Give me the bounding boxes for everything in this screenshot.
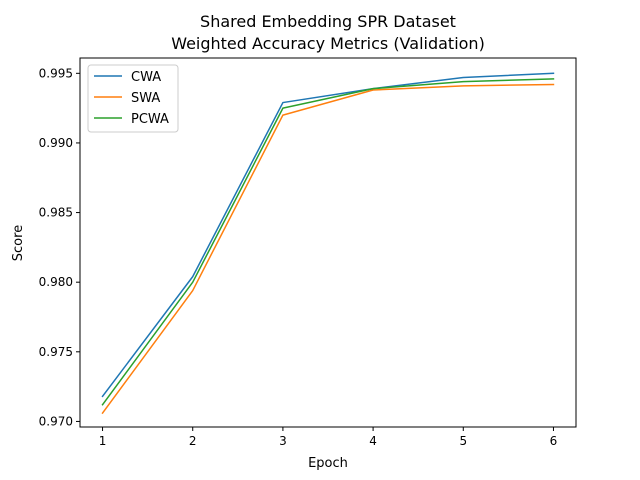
x-tick-label: 4	[369, 434, 377, 448]
legend-label-swa: SWA	[131, 91, 160, 106]
y-tick-label: 0.995	[39, 66, 73, 80]
plot-frame	[79, 57, 577, 428]
x-tick-label: 3	[279, 434, 287, 448]
x-tick-label: 2	[189, 434, 197, 448]
legend-label-pcwa: PCWA	[131, 112, 169, 127]
x-tick-label: 1	[99, 434, 107, 448]
series-line-cwa	[101, 72, 555, 398]
y-tick-label: 0.980	[39, 275, 73, 289]
legend: CWA SWA PCWA	[87, 64, 179, 133]
legend-box	[87, 64, 179, 133]
y-tick-label: 0.990	[39, 136, 73, 150]
axis-ticks: 1 2 3 4 5 6 0.970 0.975 0.980 0.985 0.990 0.995	[39, 66, 558, 448]
chart-subtitle: Weighted Accuracy Metrics (Validation)	[171, 34, 485, 53]
x-tick-label: 6	[550, 434, 558, 448]
y-tick-label: 0.985	[39, 206, 73, 220]
legend-label-cwa: CWA	[131, 70, 161, 85]
y-tick-label: 0.975	[39, 345, 73, 359]
y-axis-label: Score	[11, 225, 26, 261]
series-line-swa	[101, 83, 555, 415]
x-tick-label: 5	[459, 434, 467, 448]
chart-title: Shared Embedding SPR Dataset	[200, 12, 456, 31]
x-axis-label: Epoch	[308, 456, 348, 471]
series-lines	[101, 72, 555, 415]
series-line-pcwa	[101, 78, 555, 406]
y-tick-label: 0.970	[39, 414, 73, 428]
